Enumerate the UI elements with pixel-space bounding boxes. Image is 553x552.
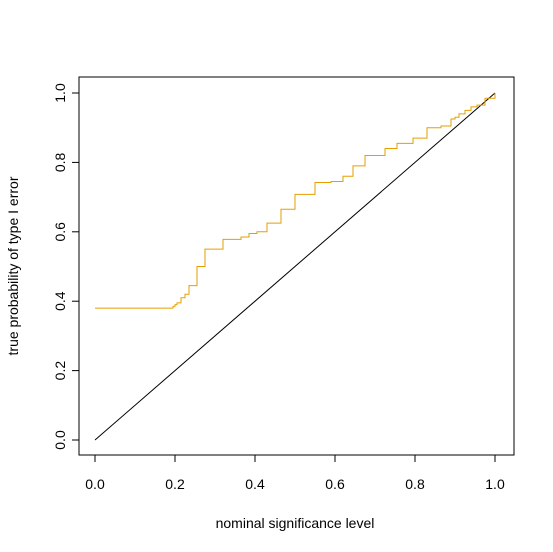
x-tick-label: 0.8 — [405, 476, 425, 492]
y-tick-label: 0.0 — [52, 430, 68, 450]
x-tick-label: 0.4 — [245, 476, 265, 492]
x-tick-label: 0.2 — [165, 476, 185, 492]
y-tick-label: 1.0 — [52, 83, 68, 103]
y-tick-label: 0.6 — [52, 222, 68, 242]
series-line-1 — [95, 93, 496, 309]
y-axis: 0.0 0.2 0.4 0.6 0.8 1.0 — [52, 83, 80, 450]
series-layer — [94, 92, 496, 441]
x-tick-label: 1.0 — [485, 476, 505, 492]
y-tick-label: 0.4 — [52, 291, 68, 311]
x-axis: 0.0 0.2 0.4 0.6 0.8 1.0 — [85, 454, 505, 492]
x-tick-label: 0.0 — [85, 476, 105, 492]
y-axis-title: true probability of type I error — [5, 176, 21, 355]
y-tick-label: 0.2 — [52, 361, 68, 381]
y-tick-label: 0.8 — [52, 152, 68, 172]
series-line-0 — [94, 92, 496, 441]
x-tick-label: 0.6 — [325, 476, 345, 492]
x-axis-title: nominal significance level — [216, 515, 375, 531]
